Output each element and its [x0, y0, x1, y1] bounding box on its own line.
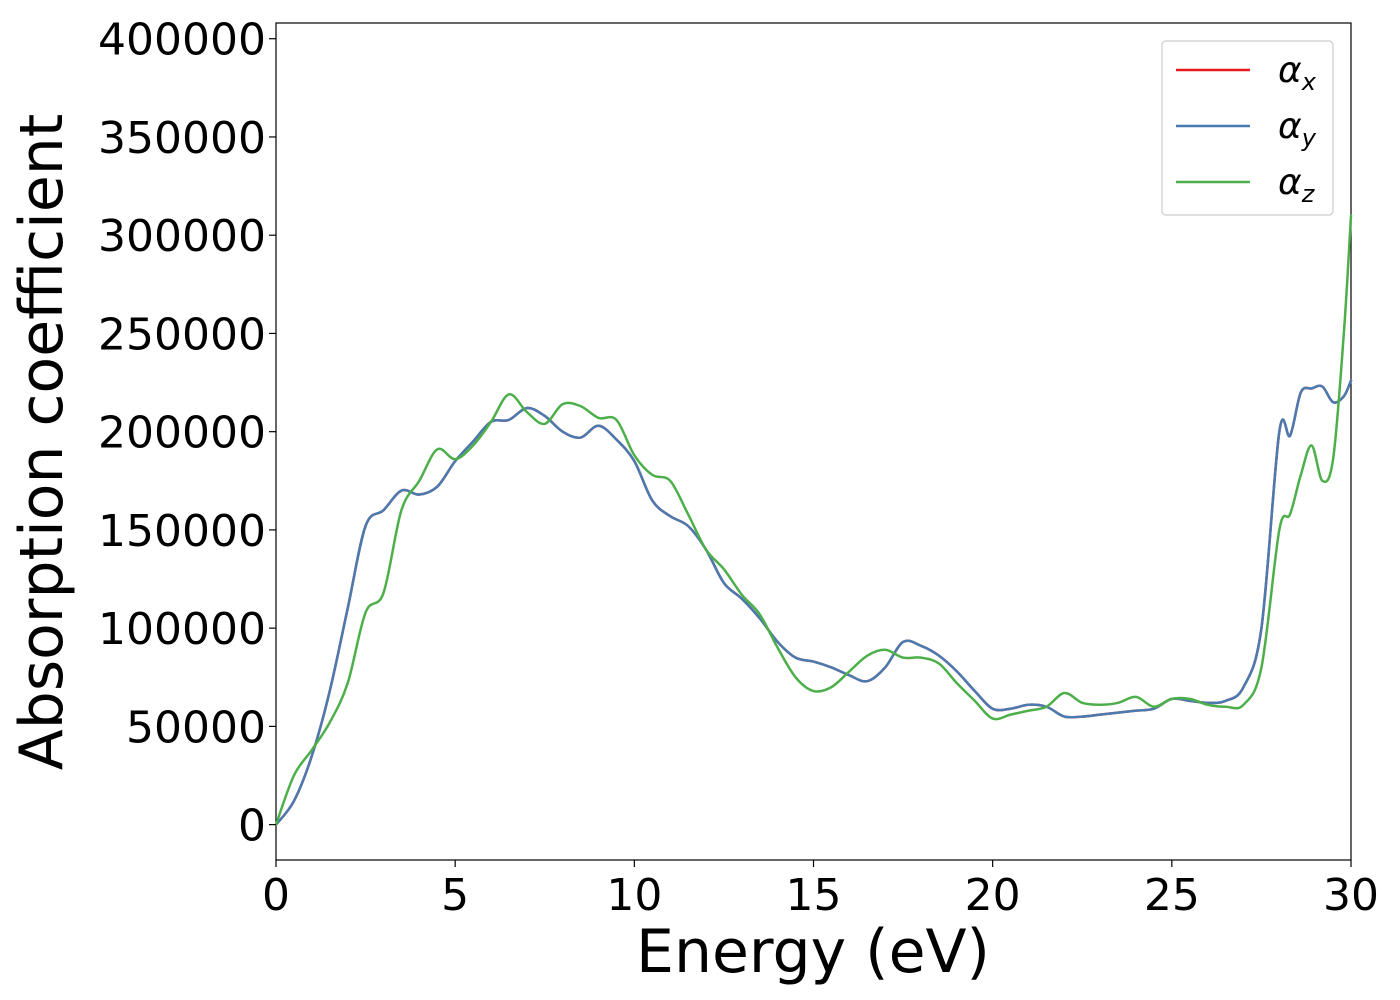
series-line-z — [274, 214, 1353, 826]
x-tick-label: 30 — [1323, 870, 1379, 921]
legend-label-z: αz — [1278, 162, 1316, 208]
y-tick-label: 0 — [238, 801, 266, 852]
y-axis-ticks: 0 50000 100000 150000 200000 250000 300000 3500… — [98, 15, 276, 852]
y-tick-label: 150000 — [98, 506, 266, 557]
y-axis-title: Absorption coefficient — [7, 114, 77, 771]
y-tick-label: 50000 — [126, 702, 266, 753]
y-tick-label: 350000 — [98, 113, 266, 164]
y-tick-label: 250000 — [98, 309, 266, 360]
y-tick-label: 300000 — [98, 211, 266, 262]
x-axis-title: Energy (eV) — [636, 917, 990, 987]
legend-symbol: α — [1278, 162, 1302, 203]
x-tick-label: 10 — [606, 870, 662, 921]
legend-symbol: α — [1278, 106, 1302, 147]
legend-symbol: α — [1278, 50, 1302, 91]
legend-frame — [1161, 40, 1334, 216]
legend-subscript: x — [1301, 68, 1317, 96]
legend-subscript: y — [1301, 124, 1317, 152]
legend-label-y: αy — [1278, 106, 1317, 152]
y-tick-label: 400000 — [98, 15, 266, 66]
x-tick-label: 5 — [441, 870, 469, 921]
x-axis-ticks: 0 5 10 15 20 25 30 — [262, 860, 1379, 921]
x-tick-label: 25 — [1144, 870, 1200, 921]
x-tick-label: 20 — [965, 870, 1021, 921]
x-tick-label: 15 — [786, 870, 842, 921]
series-layer — [274, 214, 1353, 826]
legend-subscript: z — [1301, 180, 1316, 208]
x-tick-label: 0 — [262, 870, 290, 921]
y-tick-label: 100000 — [98, 604, 266, 655]
legend-label-x: αx — [1278, 50, 1317, 96]
y-tick-label: 200000 — [98, 408, 266, 459]
